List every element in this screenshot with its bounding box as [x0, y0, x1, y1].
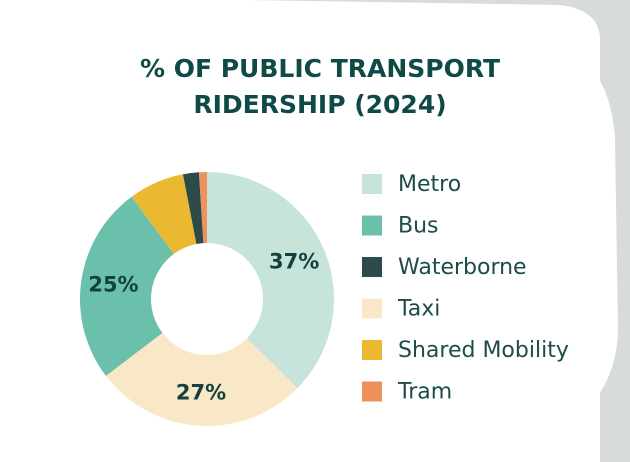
- value-label: 37%: [269, 249, 319, 273]
- legend-swatch: [362, 381, 382, 402]
- legend-label: Bus: [398, 214, 439, 239]
- legend-label: Taxi: [397, 297, 440, 322]
- legend-label: Waterborne: [398, 255, 527, 280]
- legend-swatch: [362, 340, 382, 360]
- slice: [182, 172, 204, 245]
- legend-swatch: [362, 298, 382, 319]
- slice: [198, 172, 207, 244]
- value-label: 25%: [88, 273, 138, 297]
- slice: [131, 174, 197, 254]
- legend-swatch: [362, 174, 382, 194]
- legend-swatch: [362, 215, 382, 236]
- legend-label: Metro: [398, 172, 461, 197]
- slice: [207, 172, 334, 389]
- value-label: 27%: [176, 380, 226, 404]
- legend-label: Tram: [397, 380, 452, 405]
- slice: [79, 196, 174, 376]
- legend-swatch: [362, 257, 382, 277]
- chart-title: % OF PUBLIC TRANSPORT RIDERSHIP (2024): [140, 54, 500, 119]
- legend-label: Shared Mobility: [398, 338, 569, 363]
- slice: [105, 332, 298, 426]
